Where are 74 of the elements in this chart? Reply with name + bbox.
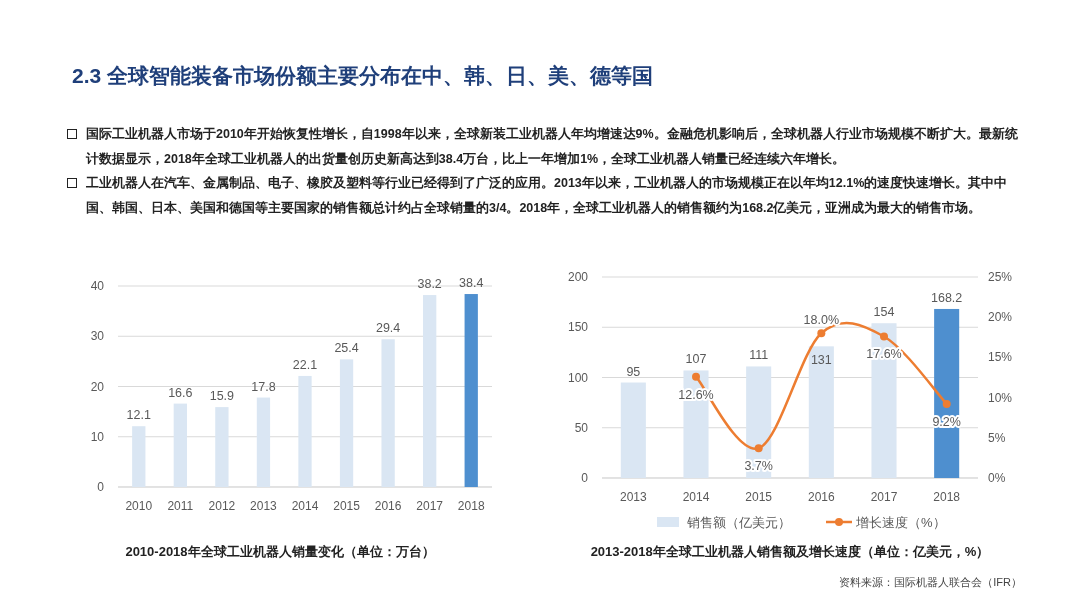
x-tick-label: 2010 [125, 499, 153, 513]
bar [381, 339, 395, 487]
data-label: 3.7% [744, 459, 773, 474]
x-tick-label: 2017 [416, 499, 444, 513]
bar [256, 397, 271, 487]
x-tick-label: 2013 [250, 499, 278, 513]
text: 资料来源：国际机器人联合会（IFR） [839, 576, 1022, 588]
y-tick-label: 30 [90, 329, 105, 344]
x-tick-label: 2017 [870, 490, 898, 504]
bar [132, 426, 146, 487]
y2-tick-label: 15% [988, 350, 1013, 365]
point [942, 400, 951, 409]
point [754, 444, 763, 453]
y-tick-label: 20 [90, 379, 105, 394]
legend-label: 销售额（亿美元） [686, 515, 791, 530]
text: 国际工业机器人市场于2010年开始恢复性增长，自1998年以来，全球新装工业机器人年均增速达9%。金融危机影响后，全球机器人行业市场规模不断扩大。最新统计数据显示，2018年全球工业机器人的出货量创历史新高达到38.4万台，比上一年增加1%，全球工业机器人销量已经连续六年增长。 [86, 127, 1018, 166]
y-tick-label: 200 [567, 270, 589, 284]
y-tick-label: 0 [581, 471, 589, 485]
x-tick-label: 2015 [333, 499, 361, 513]
x-tick-label: 2012 [208, 499, 236, 513]
data-label: 15.9 [209, 389, 235, 404]
bar [215, 407, 229, 487]
bar [423, 295, 437, 487]
data-label: 168.2 [931, 290, 963, 305]
y2-tick-label: 0% [988, 471, 1006, 485]
data-label: 25.4 [334, 341, 359, 356]
bar [298, 375, 312, 487]
x-tick-label: 2014 [682, 490, 710, 504]
y2-tick-label: 20% [988, 310, 1013, 325]
bar [934, 308, 960, 478]
y-tick-label: 0 [97, 480, 105, 494]
x-tick-label: 2014 [291, 499, 319, 513]
x-tick-label: 2013 [619, 490, 647, 504]
data-label: 111 [749, 348, 769, 363]
bar [464, 294, 478, 487]
bar [173, 403, 187, 487]
x-tick-label: 2016 [807, 490, 835, 504]
y-tick-label: 100 [567, 370, 589, 385]
x-tick-label: 2015 [745, 490, 773, 504]
bar [808, 346, 834, 478]
y-tick-label: 10 [90, 429, 105, 444]
x-tick-label: 2018 [933, 490, 961, 504]
point [817, 329, 826, 338]
bar [339, 359, 354, 487]
y-tick-label: 150 [567, 320, 589, 335]
data-label: 17.8 [251, 379, 276, 394]
bar [620, 382, 646, 478]
data-label: 95 [626, 364, 641, 379]
data-label: 107 [685, 352, 707, 367]
point [880, 332, 888, 341]
data-label: 154 [873, 305, 895, 320]
data-label: 38.4 [459, 276, 484, 291]
text: 2.3 全球智能装备市场份额主要分布在中、韩、日、美、德等国 [72, 63, 654, 89]
text: 工业机器人在汽车、金属制品、电子、橡胶及塑料等行业已经得到了广泛的应用。2013年以来，工业机器人的市场规模正在以年均12.1%的速度快速增长。其中中国、韩国、日本、美国和德国等主要国家的销售额总计约占全球销量的3/4。2018年，全球工业机器人的销售额约为168.2亿美元，亚洲成为最大的销售市场。 [86, 176, 1008, 215]
y2-tick-label: 5% [988, 430, 1006, 445]
data-label: 18.0% [803, 313, 840, 328]
data-label: 16.6 [168, 385, 193, 400]
text: 2010-2018年全球工业机器人销量变化（单位：万台） [125, 544, 435, 559]
text: 2013-2018年全球工业机器人销售额及增长速度（单位：亿美元，%） [590, 544, 990, 559]
legend-label: 增长速度（%） [855, 515, 946, 530]
y-tick-label: 50 [574, 420, 589, 435]
x-tick-label: 2016 [374, 499, 402, 513]
data-label: 29.4 [375, 321, 401, 336]
point [692, 372, 700, 381]
y2-tick-label: 10% [988, 390, 1013, 405]
data-label: 17.6% [866, 347, 902, 362]
data-label: 131 [810, 353, 832, 368]
x-tick-label: 2011 [167, 499, 194, 513]
data-label: 38.2 [417, 277, 442, 292]
x-tick-label: 2018 [457, 499, 485, 513]
y-tick-label: 40 [90, 279, 105, 293]
data-label: 22.1 [292, 357, 318, 372]
data-label: 12.1 [126, 408, 151, 423]
y2-tick-label: 25% [988, 270, 1013, 284]
